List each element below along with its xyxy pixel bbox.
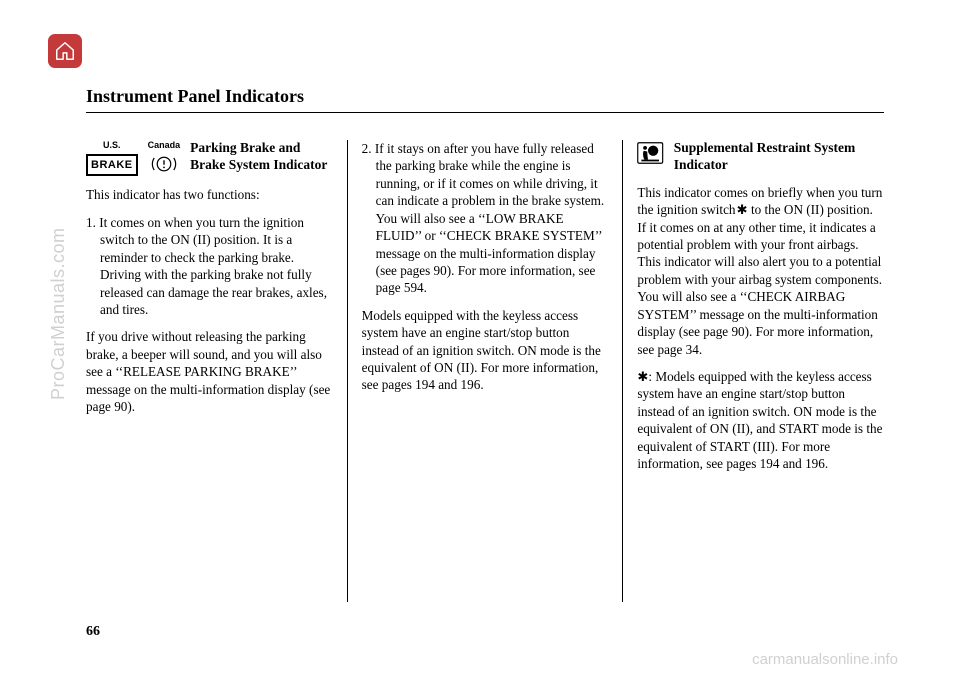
col3-header: Supplemental Restraint System Indicator — [637, 140, 884, 174]
icon-label-ca: Canada — [148, 140, 181, 152]
home-icon — [54, 40, 76, 62]
col3-p1: This indicator comes on briefly when you… — [637, 184, 884, 358]
srs-airbag-icon — [637, 140, 663, 166]
home-button[interactable] — [48, 34, 82, 68]
brake-us-icon: BRAKE — [86, 154, 138, 177]
col3-p2: ✱: Models equipped with the keyless acce… — [637, 368, 884, 473]
col1-item1: 1. It comes on when you turn the ignitio… — [86, 214, 333, 319]
col1-p2: If you drive without releasing the parki… — [86, 328, 333, 415]
column-3: Supplemental Restraint System Indicator … — [623, 140, 884, 602]
title-rule — [86, 112, 884, 113]
col1-p1: This indicator has two functions: — [86, 186, 333, 203]
col3-heading: Supplemental Restraint System Indicator — [674, 140, 884, 174]
icon-label-us: U.S. — [103, 140, 121, 152]
col1-heading: Parking Brake and Brake System Indicator — [190, 140, 333, 174]
content-columns: U.S. BRAKE Canada Parking Brake and Brak… — [86, 140, 884, 602]
column-2: 2. If it stays on after you have fully r… — [348, 140, 623, 602]
page-number: 66 — [86, 624, 100, 640]
col2-item2: 2. If it stays on after you have fully r… — [362, 140, 609, 297]
watermark-side: ProCarManuals.com — [48, 227, 69, 400]
col1-header: U.S. BRAKE Canada Parking Brake and Brak… — [86, 140, 333, 176]
page-title: Instrument Panel Indicators — [86, 86, 304, 107]
brake-icon-us: U.S. BRAKE — [86, 140, 138, 176]
brake-ca-icon — [149, 154, 179, 174]
brake-icon-canada: Canada — [148, 140, 181, 174]
col2-p1: Models equipped with the keyless access … — [362, 307, 609, 394]
column-1: U.S. BRAKE Canada Parking Brake and Brak… — [86, 140, 347, 602]
watermark-bottom: carmanualsonline.info — [752, 651, 898, 668]
manual-page: Instrument Panel Indicators ProCarManual… — [0, 0, 960, 688]
